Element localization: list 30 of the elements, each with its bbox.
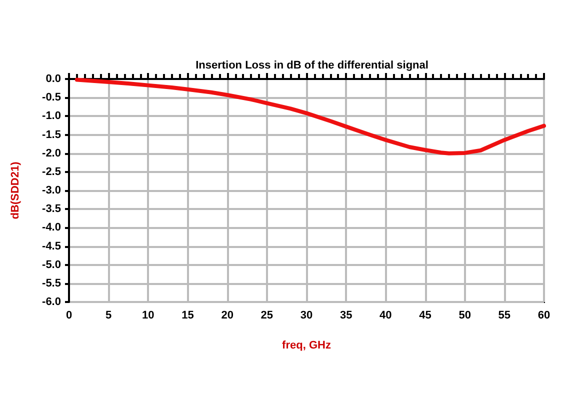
x-tick-label: 40 [380,310,392,322]
y-tick-label: -2.0 [42,147,61,160]
y-tick-label: 0.0 [46,73,61,85]
y-tick-label: -3.5 [42,203,61,216]
y-tick-label: -4.0 [42,222,61,234]
y-tick-label: -1.5 [42,128,61,141]
x-tick-label: 30 [300,310,313,322]
x-tick-label: 45 [419,310,432,322]
x-tick-label: 15 [182,310,194,322]
x-tick-label: 35 [340,310,352,322]
x-axis-title: freq, GHz [282,340,332,352]
x-tick-label: 50 [458,310,471,322]
line-series [74,78,546,156]
x-tick-label: 20 [221,310,234,322]
x-tick-label: 10 [142,310,154,322]
x-tick-label: 55 [498,310,511,322]
y-tick-label: -6.0 [42,296,61,308]
y-tick-label: -3.0 [42,184,61,196]
x-tick-label: 0 [66,310,72,322]
y-tick-label: -1.0 [42,110,61,122]
y-axis-title: dB(SDD21) [10,161,22,220]
x-tick-label: 25 [260,310,274,322]
x-tick-label: 60 [538,310,550,322]
y-tick-label: -2.5 [42,166,61,178]
y-tick-label: -5.5 [42,277,61,290]
y-tick-label: -0.5 [42,92,61,104]
y-tick-label: -5.0 [42,258,61,271]
x-tick-label: 5 [106,310,112,322]
chart-title: Insertion Loss in dB of the differential signal [196,60,428,72]
y-tick-label: -4.5 [42,240,61,252]
